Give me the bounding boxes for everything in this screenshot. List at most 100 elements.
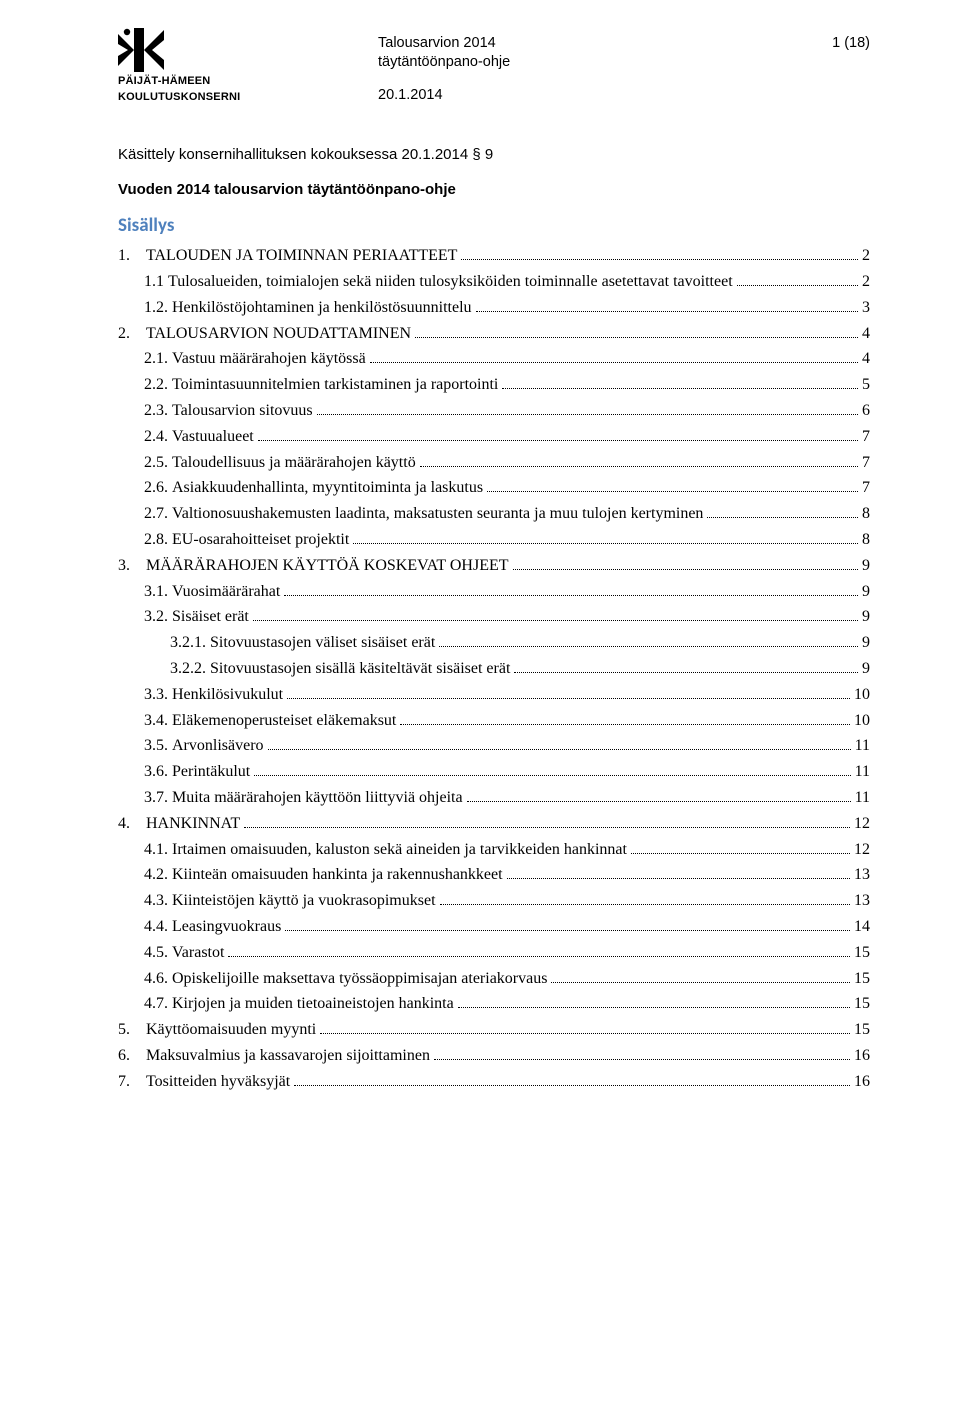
toc-leader-dots bbox=[284, 595, 858, 596]
toc-entry-label: Asiakkuudenhallinta, myyntitoiminta ja l… bbox=[172, 478, 483, 499]
toc-entry-label: Toimintasuunnitelmien tarkistaminen ja r… bbox=[172, 375, 498, 396]
toc-entry-page: 10 bbox=[854, 711, 870, 732]
toc-leader-dots bbox=[439, 646, 858, 647]
toc-entry-page: 4 bbox=[862, 349, 870, 370]
toc-entry: 6. Maksuvalmius ja kassavarojen sijoitta… bbox=[118, 1046, 870, 1067]
toc-entry-page: 15 bbox=[854, 969, 870, 990]
toc-entry-label: HANKINNAT bbox=[146, 814, 240, 835]
toc-entry-number: 2.3. bbox=[144, 401, 172, 422]
toc-leader-dots bbox=[294, 1085, 850, 1086]
toc-leader-dots bbox=[467, 801, 851, 802]
toc-entry-number: 3. bbox=[118, 556, 146, 577]
toc-leader-dots bbox=[317, 414, 858, 415]
toc-leader-dots bbox=[707, 517, 858, 518]
toc-entry-label: Kirjojen ja muiden tietoaineistojen hank… bbox=[172, 994, 454, 1015]
toc-entry: 4.1. Irtaimen omaisuuden, kaluston sekä … bbox=[118, 840, 870, 861]
toc-entry-page: 8 bbox=[862, 530, 870, 551]
toc-entry-label: MÄÄRÄRAHOJEN KÄYTTÖÄ KOSKEVAT OHJEET bbox=[146, 556, 509, 577]
toc-leader-dots bbox=[287, 698, 850, 699]
toc-entry-page: 10 bbox=[854, 685, 870, 706]
toc-entry-label: Kiinteän omaisuuden hankinta ja rakennus… bbox=[172, 865, 503, 886]
toc-entry: 4.7. Kirjojen ja muiden tietoaineistojen… bbox=[118, 994, 870, 1015]
toc-entry-number: 2.2. bbox=[144, 375, 172, 396]
toc-leader-dots bbox=[487, 491, 858, 492]
toc-entry-number: 4.2. bbox=[144, 865, 172, 886]
toc-leader-dots bbox=[420, 466, 858, 467]
toc-entry-page: 7 bbox=[862, 478, 870, 499]
document-body: Käsittely konsernihallituksen kokouksess… bbox=[118, 141, 870, 1093]
toc-entry-number: 2.1. bbox=[144, 349, 172, 370]
toc-entry-label: Vastuu määrärahojen käytössä bbox=[172, 349, 366, 370]
toc-entry-number: 2.6. bbox=[144, 478, 172, 499]
toc-leader-dots bbox=[434, 1059, 850, 1060]
toc-entry-number: 6. bbox=[118, 1046, 146, 1067]
toc-entry-page: 2 bbox=[862, 246, 870, 267]
toc-entry: 3.3. Henkilösivukulut10 bbox=[118, 685, 870, 706]
toc-entry-number: 1.2. bbox=[144, 298, 172, 319]
toc-entry: 2.5. Taloudellisuus ja määrärahojen käyt… bbox=[118, 453, 870, 474]
toc-entry-label: Sisäiset erät bbox=[172, 607, 249, 628]
toc-entry-label: Henkilöstöjohtaminen ja henkilöstösuunni… bbox=[172, 298, 472, 319]
toc-entry: 2.3. Talousarvion sitovuus6 bbox=[118, 401, 870, 422]
toc-entry: 3.4. Eläkemenoperusteiset eläkemaksut10 bbox=[118, 711, 870, 732]
toc-leader-dots bbox=[253, 620, 858, 621]
toc-entry-page: 7 bbox=[862, 453, 870, 474]
toc-entry-label: Perintäkulut bbox=[172, 762, 250, 783]
toc-entry-page: 14 bbox=[854, 917, 870, 938]
toc-entry-number: 2. bbox=[118, 324, 146, 345]
toc-entry-label: Valtionosuushakemusten laadinta, maksatu… bbox=[172, 504, 703, 525]
toc-entry-label: Sitovuustasojen väliset sisäiset erät bbox=[210, 633, 435, 654]
toc-leader-dots bbox=[353, 543, 858, 544]
toc-entry-label: TALOUDEN JA TOIMINNAN PERIAATTEET bbox=[146, 246, 457, 267]
toc-entry-label: Muita määrärahojen käyttöön liittyviä oh… bbox=[172, 788, 463, 809]
toc-leader-dots bbox=[370, 362, 858, 363]
toc-entry-page: 15 bbox=[854, 943, 870, 964]
toc-leader-dots bbox=[400, 724, 850, 725]
toc-entry-number: 4.7. bbox=[144, 994, 172, 1015]
toc-leader-dots bbox=[461, 259, 858, 260]
toc-entry-number: 4.4. bbox=[144, 917, 172, 938]
header-center: Talousarvion 2014 täytäntöönpano-ohje 20… bbox=[318, 28, 780, 105]
toc-entry-number: 3.2.2. bbox=[170, 659, 210, 680]
toc-entry-page: 5 bbox=[862, 375, 870, 396]
toc-entry: 3.1. Vuosimäärärahat9 bbox=[118, 582, 870, 603]
toc-entry-label: Käyttöomaisuuden myynti bbox=[146, 1020, 316, 1041]
toc-leader-dots bbox=[737, 285, 858, 286]
toc-entry-page: 9 bbox=[862, 607, 870, 628]
toc-entry-number: 3.1. bbox=[144, 582, 172, 603]
toc-entry-label: Tulosalueiden, toimialojen sekä niiden t… bbox=[168, 272, 733, 293]
org-name-line1: PÄIJÄT-HÄMEEN bbox=[118, 74, 318, 88]
toc-heading: Sisällys bbox=[118, 214, 870, 239]
toc-entry-page: 15 bbox=[854, 1020, 870, 1041]
toc-entry-page: 9 bbox=[862, 633, 870, 654]
toc-entry-number: 3.3. bbox=[144, 685, 172, 706]
toc-entry-number: 7. bbox=[118, 1072, 146, 1093]
toc-entry: 4.6. Opiskelijoille maksettava työssäopp… bbox=[118, 969, 870, 990]
document-page: PÄIJÄT-HÄMEEN KOULUTUSKONSERNI Talousarv… bbox=[0, 0, 960, 1406]
toc-entry: 5. Käyttöomaisuuden myynti15 bbox=[118, 1020, 870, 1041]
toc-entry-number: 1.1 bbox=[144, 272, 168, 293]
toc-entry-page: 8 bbox=[862, 504, 870, 525]
toc-leader-dots bbox=[502, 388, 858, 389]
toc-entry-number: 2.7. bbox=[144, 504, 172, 525]
page-indicator: 1 (18) bbox=[780, 28, 870, 53]
toc-entry-number: 1. bbox=[118, 246, 146, 267]
toc-entry-number: 3.2. bbox=[144, 607, 172, 628]
toc-entry: 3.5. Arvonlisävero11 bbox=[118, 736, 870, 757]
toc-leader-dots bbox=[440, 904, 850, 905]
toc-entry-number: 4.3. bbox=[144, 891, 172, 912]
toc-entry: 3.2. Sisäiset erät 9 bbox=[118, 607, 870, 628]
toc-leader-dots bbox=[631, 853, 850, 854]
toc-entry-number: 4.1. bbox=[144, 840, 172, 861]
doc-date: 20.1.2014 bbox=[378, 86, 780, 105]
toc-entry-page: 7 bbox=[862, 427, 870, 448]
toc-leader-dots bbox=[244, 827, 850, 828]
toc-entry-page: 12 bbox=[854, 840, 870, 861]
toc-entry: 4.3. Kiinteistöjen käyttö ja vuokrasopim… bbox=[118, 891, 870, 912]
toc-entry-page: 6 bbox=[862, 401, 870, 422]
toc-entry: 1.1 Tulosalueiden, toimialojen sekä niid… bbox=[118, 272, 870, 293]
toc-entry-page: 2 bbox=[862, 272, 870, 293]
toc-entry-number: 3.4. bbox=[144, 711, 172, 732]
toc-entry: 2.6. Asiakkuudenhallinta, myyntitoiminta… bbox=[118, 478, 870, 499]
toc-entry-label: Taloudellisuus ja määrärahojen käyttö bbox=[172, 453, 416, 474]
